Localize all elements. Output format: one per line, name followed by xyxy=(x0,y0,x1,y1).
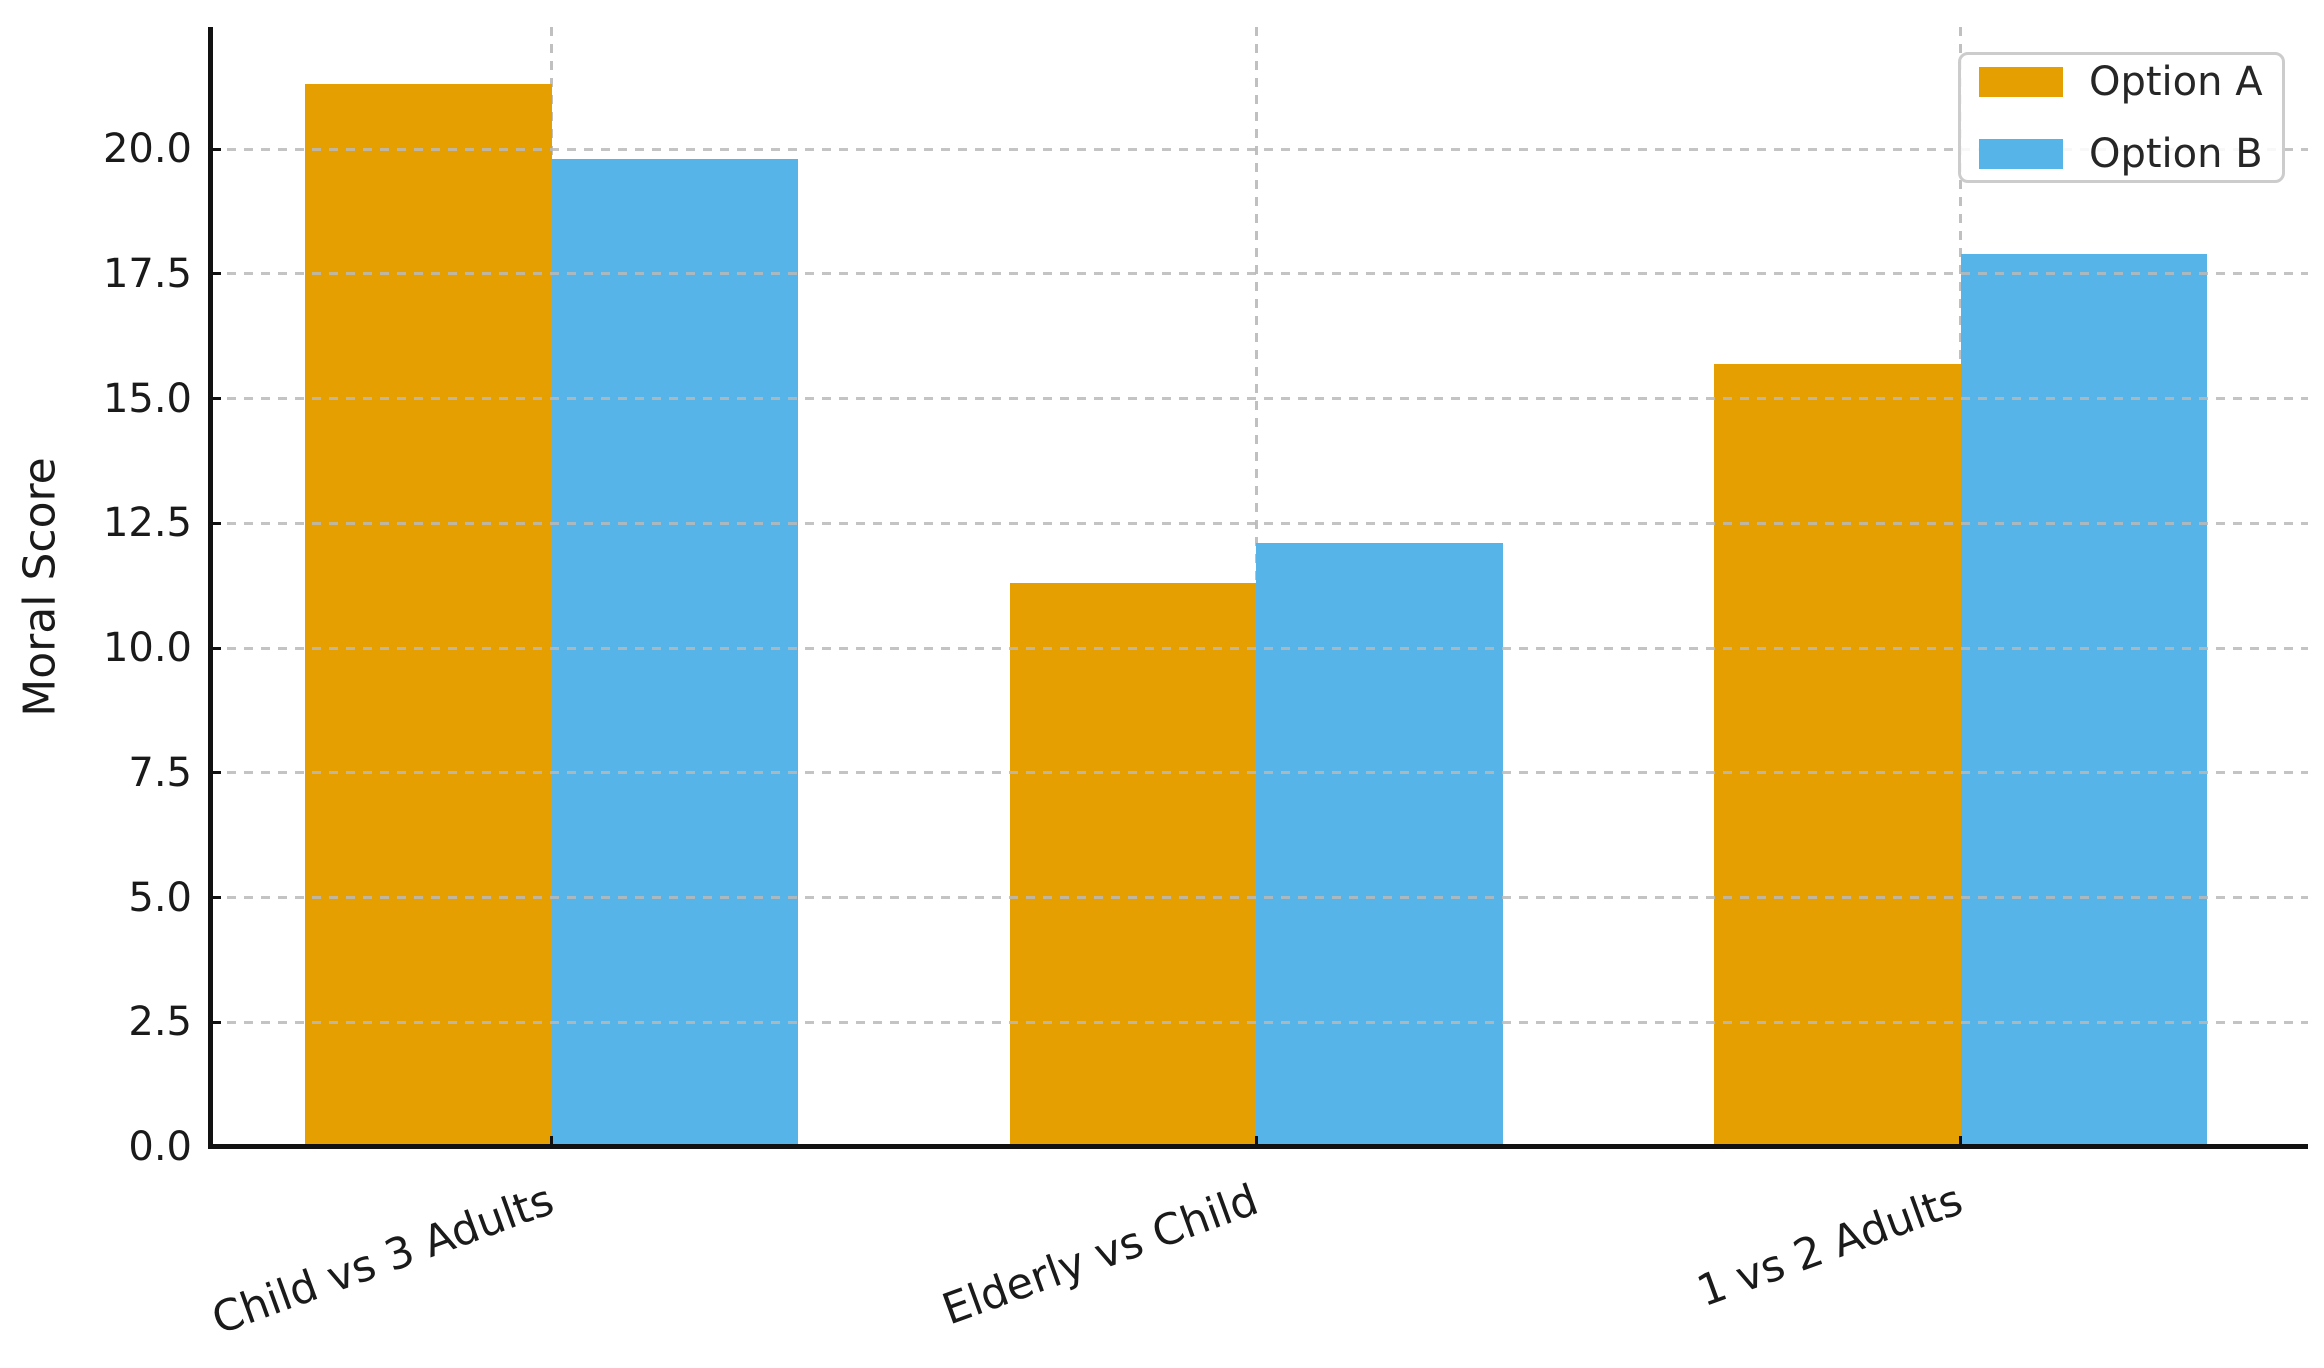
bar-option-a-1-vs-2-adults xyxy=(1714,363,1961,1147)
bar-option-b-elderly-vs-child xyxy=(1256,543,1503,1147)
horizontal-gridline-7.5 xyxy=(210,771,2308,775)
x-tick-label-elderly-vs-child: Elderly vs Child xyxy=(935,1175,1265,1336)
legend-swatch-option-a xyxy=(1979,66,2063,97)
legend: Option A Option B xyxy=(1958,52,2285,183)
y-tick-mark-7.5 xyxy=(210,771,221,775)
y-tick-mark-12.5 xyxy=(210,521,221,525)
tick-marks-layer xyxy=(210,27,2308,1147)
x-tick-label-1-vs-2-adults: 1 vs 2 Adults xyxy=(1690,1175,1969,1318)
y-tick-mark-20.0 xyxy=(210,147,221,151)
x-tick-label-child-vs-3-adults: Child vs 3 Adults xyxy=(205,1175,560,1345)
horizontal-gridline-20.0 xyxy=(210,147,2308,151)
bar-option-a-child-vs-3-adults xyxy=(305,84,552,1147)
horizontal-gridline-17.5 xyxy=(210,272,2308,276)
y-tick-label-7.5: 7.5 xyxy=(128,749,192,796)
y-tick-label-17.5: 17.5 xyxy=(102,250,192,297)
x-tick-mark-1-vs-2-adults xyxy=(1959,1136,1963,1147)
y-tick-mark-17.5 xyxy=(210,272,221,276)
y-tick-label-10.0: 10.0 xyxy=(102,625,192,672)
y-tick-mark-15.0 xyxy=(210,397,221,401)
legend-swatch-option-b xyxy=(1979,138,2063,169)
y-tick-mark-2.5 xyxy=(210,1020,221,1024)
y-axis-label: Moral Score xyxy=(14,457,66,717)
y-tick-mark-5.0 xyxy=(210,896,221,900)
bar-option-a-elderly-vs-child xyxy=(1009,583,1257,1147)
y-tick-label-0.0: 0.0 xyxy=(128,1124,192,1170)
horizontal-gridline-10.0 xyxy=(210,646,2308,650)
y-tick-label-20.0: 20.0 xyxy=(102,126,192,173)
horizontal-gridline-12.5 xyxy=(210,521,2308,525)
legend-label-option-b: Option B xyxy=(2089,130,2263,177)
legend-label-option-a: Option A xyxy=(2089,58,2263,105)
bar-option-b-1-vs-2-adults xyxy=(1960,254,2208,1147)
y-tick-mark-10.0 xyxy=(210,646,221,650)
x-tick-mark-elderly-vs-child xyxy=(1254,1136,1258,1147)
y-tick-label-12.5: 12.5 xyxy=(102,500,192,547)
legend-item-option-a: Option A xyxy=(1979,59,2264,105)
x-tick-mark-child-vs-3-adults xyxy=(550,1136,554,1147)
y-axis-spine xyxy=(208,27,213,1147)
horizontal-gridlines-layer xyxy=(210,27,2308,1147)
legend-item-option-b: Option B xyxy=(1979,131,2264,177)
x-axis-spine xyxy=(208,1144,2308,1149)
horizontal-gridline-15.0 xyxy=(210,397,2308,401)
bar-option-b-child-vs-3-adults xyxy=(551,159,799,1147)
horizontal-gridline-5.0 xyxy=(210,896,2308,900)
horizontal-gridline-2.5 xyxy=(210,1020,2308,1024)
y-tick-label-5.0: 5.0 xyxy=(128,874,192,921)
y-tick-label-15.0: 15.0 xyxy=(102,375,192,422)
plot-area xyxy=(208,27,2308,1149)
bars-layer xyxy=(210,27,2308,1147)
y-tick-label-2.5: 2.5 xyxy=(128,999,192,1046)
